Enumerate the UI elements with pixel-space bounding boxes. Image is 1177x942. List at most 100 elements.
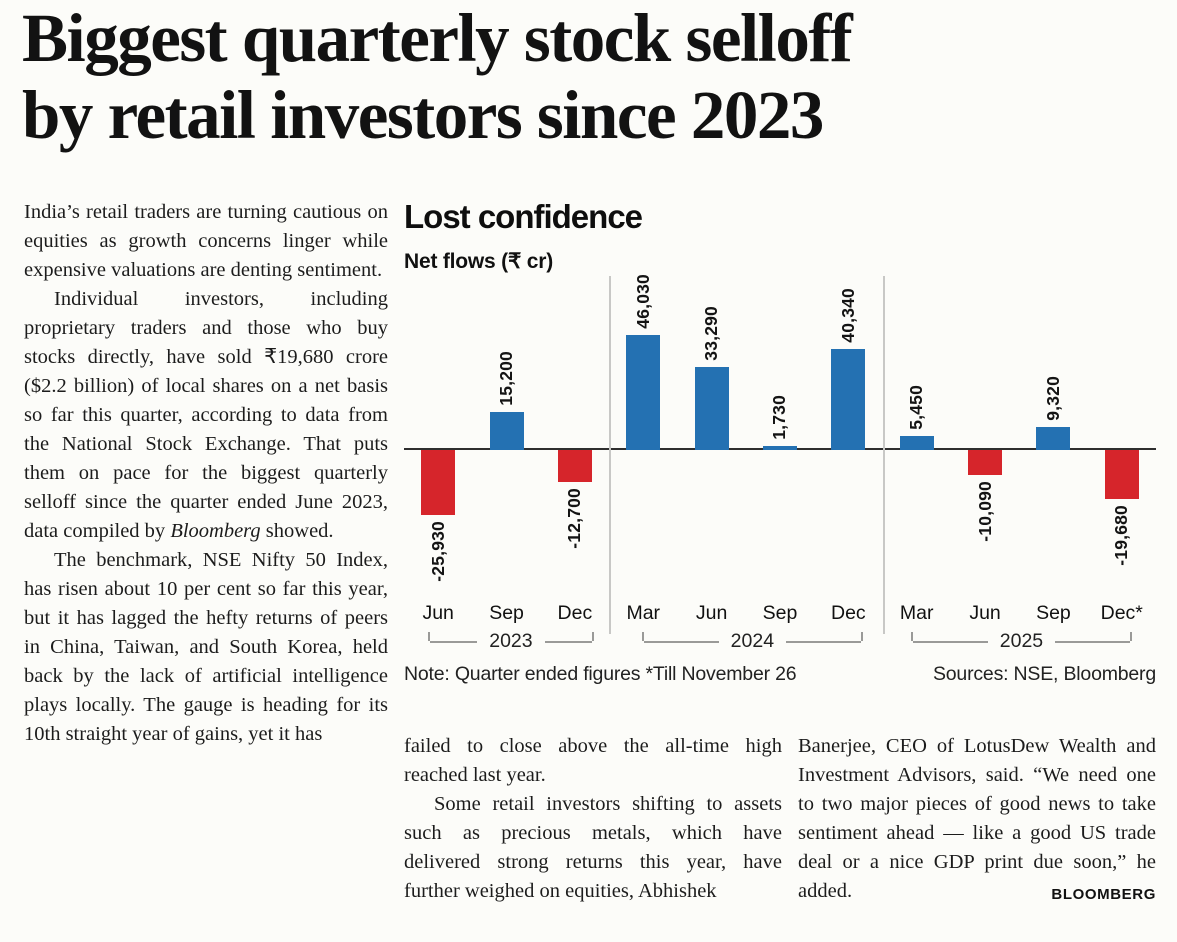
- bracket-tick: [591, 632, 594, 641]
- bar-value-label: 40,340: [814, 288, 882, 343]
- x-tick-label: Mar: [626, 602, 661, 624]
- bar-slot: -10,090: [951, 278, 1019, 600]
- chart-footer: Note: Quarter ended figures *Till Novemb…: [404, 663, 1156, 686]
- bracket-line: [430, 632, 478, 643]
- bar-value-text: 46,030: [632, 274, 653, 329]
- bar-value-text: 5,450: [906, 385, 927, 430]
- headline: Biggest quarterly stock selloff by retai…: [22, 0, 1153, 153]
- bar-slot: 9,320: [1019, 278, 1087, 600]
- bar-value-text: -19,680: [1111, 505, 1132, 566]
- bar-slot: -25,930: [404, 278, 472, 600]
- bar: [899, 436, 934, 450]
- bracket-tick: [860, 632, 863, 641]
- x-tick-label: Dec*: [1100, 602, 1143, 624]
- bar-slot: 46,030: [609, 274, 677, 600]
- paragraph-2-end: showed.: [260, 520, 334, 542]
- year-bracket: 2025: [887, 630, 1156, 654]
- bar-value-label: 5,450: [883, 385, 951, 430]
- bar-slot: 1,730: [746, 278, 814, 600]
- bar: [557, 450, 592, 482]
- bracket-line: [544, 632, 592, 643]
- x-tick-label: Jun: [422, 602, 454, 624]
- x-tick-label: Dec: [830, 602, 866, 624]
- x-tick-label: Dec: [557, 602, 593, 624]
- bar-slot: 33,290: [677, 278, 745, 600]
- bracket-tick: [1130, 632, 1133, 641]
- bar-value-text: 9,320: [1042, 376, 1063, 421]
- year-bracket: 2023: [404, 630, 618, 654]
- bar-value-text: 33,290: [701, 306, 722, 361]
- left-column: India’s retail traders are turning cauti…: [24, 198, 388, 749]
- bar: [831, 349, 866, 450]
- bar-value-label: -10,090: [951, 481, 1019, 542]
- bar-value-label: 46,030: [609, 274, 677, 329]
- x-tick-label: Jun: [695, 602, 728, 624]
- bar-slot: 5,450: [883, 278, 951, 600]
- bar-value-text: -12,700: [564, 488, 585, 549]
- chart-note: Note: Quarter ended figures *Till Novemb…: [404, 663, 797, 685]
- bar-value-text: 15,200: [496, 351, 517, 406]
- bar: [694, 367, 729, 450]
- chart-title: Lost confidence: [404, 198, 643, 235]
- x-tick-label: Mar: [899, 602, 934, 624]
- year-label: 2024: [730, 630, 775, 652]
- bar-slot: 40,340: [814, 278, 882, 600]
- bar-value-text: -25,930: [427, 521, 448, 582]
- bar-value-label: 15,200: [472, 351, 540, 406]
- bracket-tick: [910, 632, 913, 641]
- bar: [968, 450, 1003, 475]
- bar-value-label: 1,730: [746, 395, 814, 440]
- bar-value-label: -12,700: [541, 488, 609, 549]
- bar-value-text: 1,730: [769, 395, 790, 440]
- x-tick-label: Sep: [489, 602, 524, 624]
- paragraph-2-italic: Bloomberg: [170, 520, 261, 542]
- chart-sources: Sources: NSE, Bloomberg: [932, 663, 1156, 685]
- bar-plot: -25,930 15,200 -12,700 46,030 33,290 1,730 40,…: [404, 274, 1156, 634]
- bar: [762, 446, 797, 450]
- bar: [489, 412, 524, 450]
- bar: [1036, 427, 1071, 450]
- paragraph-3: The benchmark, NSE Nifty 50 Index, has r…: [24, 549, 388, 745]
- bar-value-label: 33,290: [677, 306, 745, 361]
- year-label: 2025: [999, 630, 1044, 652]
- paragraph-4: failed to close above the all-time high …: [404, 735, 782, 786]
- bar: [1104, 450, 1139, 499]
- bracket-line: [643, 632, 719, 643]
- bracket-line: [912, 632, 988, 643]
- bar-slot: -12,700: [541, 278, 609, 600]
- chart-axis-label: Net flows (₹ cr): [404, 250, 554, 273]
- year-brackets: 2023 2024 2025: [404, 630, 1156, 654]
- bar-value-text: 40,340: [837, 288, 858, 343]
- right-column: Banerjee, CEO of LotusDew Wealth and Inv…: [798, 732, 1156, 906]
- bar-value-text: -10,090: [974, 481, 995, 542]
- byline: BLOOMBERG: [1051, 886, 1156, 903]
- bar-slot: 15,200: [472, 278, 540, 600]
- year-group-divider: [882, 276, 885, 634]
- bar-value-label: -19,680: [1088, 505, 1156, 566]
- paragraph-2-text: Individual investors, including propriet…: [24, 288, 388, 542]
- paragraph-1: India’s retail traders are turning cauti…: [24, 201, 388, 281]
- bar-value-label: 9,320: [1019, 376, 1087, 421]
- bracket-tick: [641, 632, 644, 641]
- paragraph-6: Banerjee, CEO of LotusDew Wealth and Inv…: [798, 732, 1156, 906]
- bracket-line: [786, 632, 861, 643]
- x-tick-label: Sep: [1036, 602, 1071, 624]
- bar-slot: -19,680: [1088, 278, 1156, 600]
- x-axis-labels: Jun Sep Dec Mar Jun Sep Dec Mar Jun Sep Dec*: [404, 602, 1156, 632]
- bars-container: -25,930 15,200 -12,700 46,030 33,290 1,730 40,…: [404, 274, 1156, 600]
- headline-line-1: Biggest quarterly stock selloff: [22, 0, 853, 76]
- bar-value-label: -25,930: [404, 521, 472, 582]
- bracket-tick: [428, 632, 430, 641]
- paragraph-6-text: Banerjee, CEO of LotusDew Wealth and Inv…: [798, 735, 1156, 902]
- middle-column: failed to close above the all-time high …: [404, 732, 782, 906]
- paragraph-2: Individual investors, including propriet…: [24, 285, 388, 546]
- bracket-line: [1055, 632, 1131, 643]
- bar: [626, 335, 661, 450]
- x-tick-label: Sep: [762, 602, 798, 624]
- year-label: 2023: [489, 630, 533, 652]
- year-bracket: 2024: [618, 630, 887, 654]
- bar-chart: Lost confidence Net flows (₹ cr) -25,930…: [404, 198, 1156, 686]
- headline-line-2: by retail investors since 2023: [22, 76, 824, 153]
- x-tick-label: Jun: [969, 602, 1001, 624]
